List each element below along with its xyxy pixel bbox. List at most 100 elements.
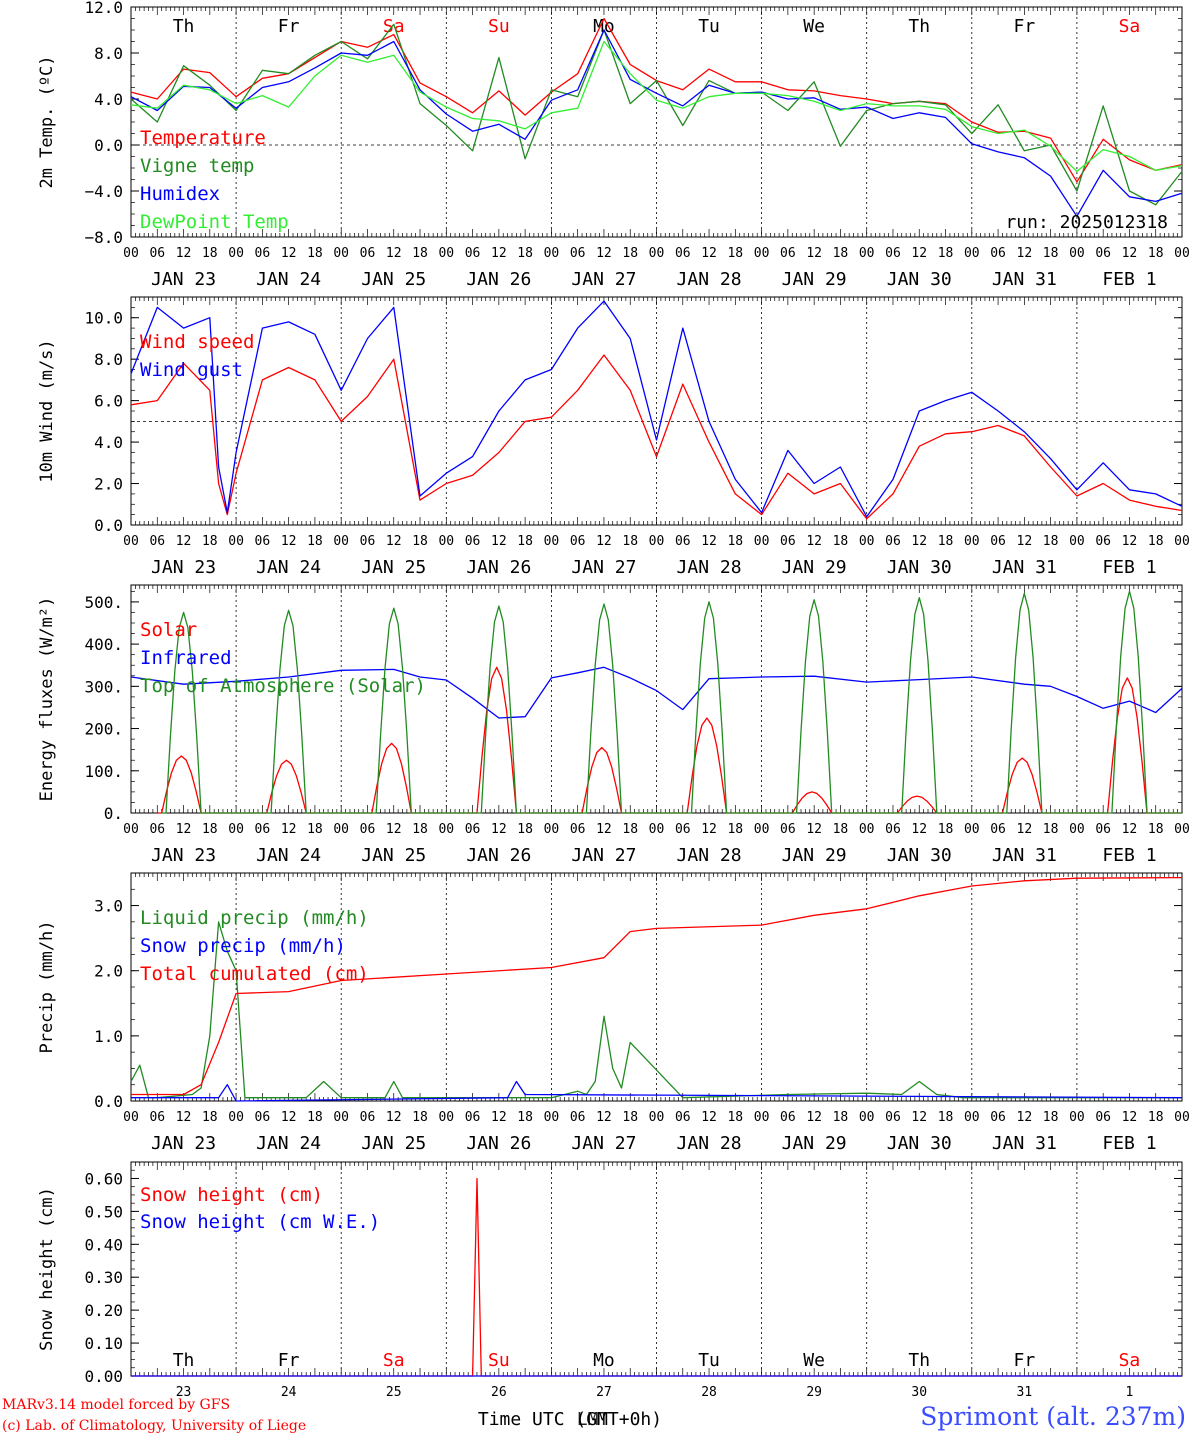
x-hour-label: 12 [701, 822, 717, 837]
x-hour-label: 12 [1017, 534, 1033, 549]
x-day-number: 26 [491, 1385, 507, 1400]
weekday-label: Th [173, 16, 195, 37]
legend-entry: Solar [140, 619, 197, 641]
x-date-label: JAN 24 [256, 269, 321, 290]
x-hour-label: 12 [176, 246, 192, 261]
x-date-label: JAN 24 [256, 1133, 321, 1154]
legend-entry: Snow height (cm W.E.) [140, 1211, 380, 1233]
x-date-label: JAN 27 [571, 269, 636, 290]
x-hour-label: 06 [780, 246, 796, 261]
legend-entry: Vigne temp [140, 155, 254, 177]
x-hour-label: 00 [123, 534, 139, 549]
x-hour-label: 12 [701, 1110, 717, 1125]
x-hour-label: 18 [202, 1110, 218, 1125]
weekday-label: Sa [1119, 1350, 1141, 1371]
x-date-label: JAN 29 [782, 845, 847, 866]
x-date-label: JAN 26 [466, 845, 531, 866]
x-hour-label: 06 [149, 1110, 165, 1125]
x-hour-label: 12 [911, 1110, 927, 1125]
y-axis-label: Precip (mm/h) [37, 920, 57, 1053]
weekday-label: Fr [1014, 16, 1036, 37]
y-tick-label: 0.00 [84, 1367, 123, 1386]
x-date-label: JAN 25 [361, 269, 426, 290]
y-tick-label: 1.0 [94, 1027, 123, 1046]
x-hour-label: 12 [1122, 246, 1138, 261]
x-hour-label: 12 [386, 246, 402, 261]
x-hour-label: 12 [491, 534, 507, 549]
x-hour-label: 18 [938, 822, 954, 837]
x-hour-label: 18 [412, 822, 428, 837]
x-hour-label: 00 [228, 534, 244, 549]
x-hour-label: 00 [859, 534, 875, 549]
series-line-2-2 [130, 300, 1183, 518]
x-day-number: 30 [911, 1385, 927, 1400]
x-hour-label: 18 [202, 534, 218, 549]
y-tick-label: 0.40 [84, 1235, 123, 1254]
x-date-label: JAN 31 [992, 557, 1057, 578]
x-hour-label: 00 [1069, 822, 1085, 837]
y-tick-label: 0.0 [94, 1092, 123, 1111]
x-hour-label: 06 [149, 534, 165, 549]
series-line-2-1 [130, 354, 1183, 520]
x-hour-label: 00 [438, 534, 454, 549]
y-tick-label: 12.0 [84, 0, 123, 17]
y-tick-label: 300. [84, 677, 123, 696]
x-hour-label: 06 [885, 1110, 901, 1125]
x-hour-label: 12 [701, 534, 717, 549]
x-hour-label: 06 [780, 822, 796, 837]
x-hour-label: 06 [990, 822, 1006, 837]
weekday-label: Sa [383, 1350, 405, 1371]
x-hour-label: 00 [859, 246, 875, 261]
legend-entry: Infrared [140, 647, 232, 669]
x-hour-label: 12 [911, 534, 927, 549]
y-tick-label: 0.60 [84, 1169, 123, 1188]
y-axis-label: Snow height (cm) [37, 1187, 57, 1351]
legend-entry: Liquid precip (mm/h) [140, 907, 369, 929]
x-hour-label: 18 [307, 246, 323, 261]
x-hour-label: 12 [806, 822, 822, 837]
chart-panel-4: 3.0 2.0 1.0 0.0 Precip (mm/h) 00 06 12 18 00 06 12 1… [37, 872, 1190, 1154]
x-hour-label: 12 [596, 246, 612, 261]
x-date-label: JAN 25 [361, 1133, 426, 1154]
x-hour-label: 18 [622, 822, 638, 837]
chart-panel-2: 10.0 8.0 6.0 4.0 2.0 0.0 10m Wind (m/s) 00 06 12 1… [37, 296, 1190, 578]
x-hour-label: 06 [1095, 246, 1111, 261]
x-date-label: JAN 25 [361, 845, 426, 866]
x-hour-label: 06 [990, 534, 1006, 549]
x-hour-label: 18 [1148, 246, 1164, 261]
y-tick-label: 0.30 [84, 1268, 123, 1287]
x-hour-label: 18 [938, 534, 954, 549]
x-day-number: 23 [176, 1385, 192, 1400]
x-hour-label: 18 [517, 246, 533, 261]
x-hour-label: 00 [754, 246, 770, 261]
x-hour-label: 18 [938, 246, 954, 261]
x-hour-label: 18 [1043, 1110, 1059, 1125]
y-tick-label: 2.0 [94, 475, 123, 494]
x-hour-label: 18 [412, 246, 428, 261]
x-hour-label: 12 [701, 246, 717, 261]
x-hour-label: 18 [1043, 534, 1059, 549]
x-hour-label: 06 [1095, 534, 1111, 549]
x-hour-label: 00 [1174, 822, 1190, 837]
x-date-label: JAN 26 [466, 269, 531, 290]
x-day-number: 25 [386, 1385, 402, 1400]
weekday-label: Su [488, 1350, 510, 1371]
weekday-label: Th [908, 16, 930, 37]
y-tick-label: 0.50 [84, 1202, 123, 1221]
x-hour-label: 18 [1043, 822, 1059, 837]
y-tick-label: 200. [84, 720, 123, 739]
x-axis-title: Time UTC (GMT+0h) [478, 1409, 662, 1430]
x-hour-label: 00 [964, 1110, 980, 1125]
x-hour-label: 06 [570, 1110, 586, 1125]
x-hour-label: 00 [649, 1110, 665, 1125]
series-line-3-3 [161, 590, 1182, 814]
weekday-label: Th [173, 1350, 195, 1371]
y-tick-label: 8.0 [94, 350, 123, 369]
x-hour-label: 00 [754, 534, 770, 549]
x-date-label: JAN 24 [256, 845, 321, 866]
weekday-label: Fr [1014, 1350, 1036, 1371]
weekday-label: Fr [278, 16, 300, 37]
x-hour-label: 18 [1148, 534, 1164, 549]
legend-entry: DewPoint Temp [140, 211, 289, 233]
x-hour-label: 06 [570, 246, 586, 261]
